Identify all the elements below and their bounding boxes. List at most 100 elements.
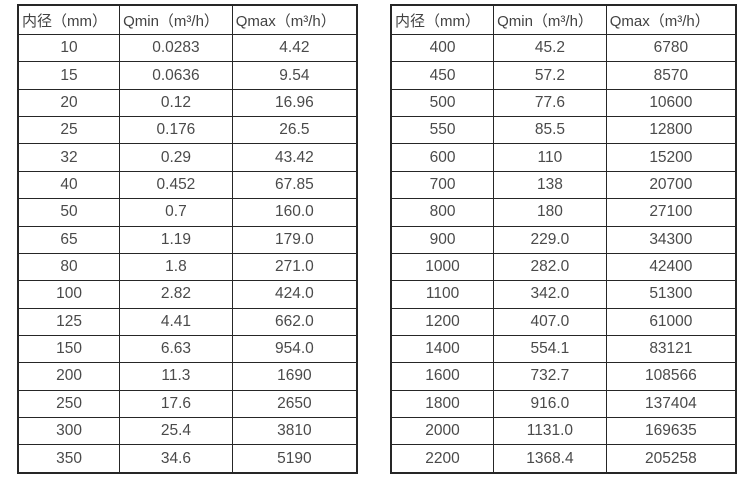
- table-row: 550 85.5 12800: [390, 116, 737, 145]
- table-cell: 407.0: [493, 307, 607, 336]
- col-header-qmax: Qmax（m³/h）: [605, 4, 737, 35]
- table-cell: 15200: [605, 143, 737, 172]
- table-cell: 16.96: [231, 88, 358, 118]
- table-cell: 40: [17, 170, 121, 200]
- table-cell: 300: [17, 417, 121, 446]
- table-cell: 20: [17, 88, 121, 118]
- table-cell: 732.7: [493, 362, 607, 391]
- table-cell: 500: [390, 88, 495, 118]
- table-row: 1000 282.0 42400: [390, 252, 737, 282]
- table-cell: 1368.4: [493, 444, 607, 474]
- table-header-row: 内径（mm） Qmin（m³/h） Qmax（m³/h）: [390, 4, 737, 35]
- table-row: 50 0.7 160.0: [17, 198, 358, 227]
- table-cell: 27100: [605, 198, 737, 227]
- table-cell: 5190: [231, 444, 358, 474]
- table-cell: 8570: [605, 61, 737, 90]
- table-row: 350 34.6 5190: [17, 444, 358, 474]
- table-cell: 350: [17, 444, 121, 474]
- table-row: 1200 407.0 61000: [390, 307, 737, 336]
- table-cell: 700: [390, 170, 495, 200]
- table-row: 250 17.6 2650: [17, 389, 358, 419]
- table-row: 65 1.19 179.0: [17, 225, 358, 254]
- col-header-qmin: Qmin（m³/h）: [493, 4, 607, 35]
- table-cell: 42400: [605, 252, 737, 282]
- table-cell: 51300: [605, 280, 737, 309]
- table-cell: 1800: [390, 389, 495, 419]
- table-row: 200 11.3 1690: [17, 362, 358, 391]
- col-header-qmax: Qmax（m³/h）: [231, 4, 358, 35]
- table-cell: 179.0: [231, 225, 358, 254]
- table-cell: 1131.0: [493, 417, 607, 446]
- table-cell: 15: [17, 61, 121, 90]
- table-cell: 2650: [231, 389, 358, 419]
- table-cell: 229.0: [493, 225, 607, 254]
- table-cell: 1100: [390, 280, 495, 309]
- table-row: 1800 916.0 137404: [390, 389, 737, 419]
- table-cell: 400: [390, 33, 495, 63]
- table-row: 450 57.2 8570: [390, 61, 737, 90]
- table-cell: 0.452: [119, 170, 233, 200]
- table-cell: 34300: [605, 225, 737, 254]
- table-row: 40 0.452 67.85: [17, 170, 358, 200]
- table-row: 900 229.0 34300: [390, 225, 737, 254]
- table-cell: 900: [390, 225, 495, 254]
- table-cell: 67.85: [231, 170, 358, 200]
- table-cell: 12800: [605, 116, 737, 145]
- table-cell: 45.2: [493, 33, 607, 63]
- col-header-qmin: Qmin（m³/h）: [119, 4, 233, 35]
- table-cell: 450: [390, 61, 495, 90]
- table-cell: 6780: [605, 33, 737, 63]
- table-cell: 80: [17, 252, 121, 282]
- table-cell: 34.6: [119, 444, 233, 474]
- table-cell: 110: [493, 143, 607, 172]
- table-cell: 17.6: [119, 389, 233, 419]
- table-cell: 2200: [390, 444, 495, 474]
- table-cell: 100: [17, 280, 121, 309]
- table-cell: 1400: [390, 334, 495, 364]
- table-cell: 2.82: [119, 280, 233, 309]
- table-cell: 0.0283: [119, 33, 233, 63]
- table-row: 100 2.82 424.0: [17, 280, 358, 309]
- table-row: 400 45.2 6780: [390, 33, 737, 63]
- table-cell: 4.41: [119, 307, 233, 336]
- table-cell: 3810: [231, 417, 358, 446]
- table-cell: 0.7: [119, 198, 233, 227]
- table-row: 2000 1131.0 169635: [390, 417, 737, 446]
- table-row: 15 0.0636 9.54: [17, 61, 358, 90]
- table-cell: 65: [17, 225, 121, 254]
- table-row: 2200 1368.4 205258: [390, 444, 737, 474]
- table-cell: 205258: [605, 444, 737, 474]
- table-cell: 1.8: [119, 252, 233, 282]
- table-row: 20 0.12 16.96: [17, 88, 358, 118]
- table-cell: 43.42: [231, 143, 358, 172]
- table-row: 600 110 15200: [390, 143, 737, 172]
- table-cell: 424.0: [231, 280, 358, 309]
- table-cell: 0.0636: [119, 61, 233, 90]
- table-row: 125 4.41 662.0: [17, 307, 358, 336]
- flow-rate-table-large-diameters: 内径（mm） Qmin（m³/h） Qmax（m³/h） 400 45.2 6780…: [390, 4, 737, 474]
- col-header-inner-diameter: 内径（mm）: [17, 4, 121, 35]
- table-row: 1600 732.7 108566: [390, 362, 737, 391]
- table-cell: 250: [17, 389, 121, 419]
- table-row: 700 138 20700: [390, 170, 737, 200]
- table-cell: 9.54: [231, 61, 358, 90]
- table-row: 800 180 27100: [390, 198, 737, 227]
- table-row: 500 77.6 10600: [390, 88, 737, 118]
- table-row: 25 0.176 26.5: [17, 116, 358, 145]
- table-cell: 125: [17, 307, 121, 336]
- table-cell: 26.5: [231, 116, 358, 145]
- table-cell: 85.5: [493, 116, 607, 145]
- table-cell: 1000: [390, 252, 495, 282]
- col-header-inner-diameter: 内径（mm）: [390, 4, 495, 35]
- table-cell: 6.63: [119, 334, 233, 364]
- table-cell: 271.0: [231, 252, 358, 282]
- table-row: 150 6.63 954.0: [17, 334, 358, 364]
- table-cell: 11.3: [119, 362, 233, 391]
- table-cell: 342.0: [493, 280, 607, 309]
- table-row: 1400 554.1 83121: [390, 334, 737, 364]
- table-cell: 20700: [605, 170, 737, 200]
- table-cell: 150: [17, 334, 121, 364]
- table-cell: 138: [493, 170, 607, 200]
- table-row: 1100 342.0 51300: [390, 280, 737, 309]
